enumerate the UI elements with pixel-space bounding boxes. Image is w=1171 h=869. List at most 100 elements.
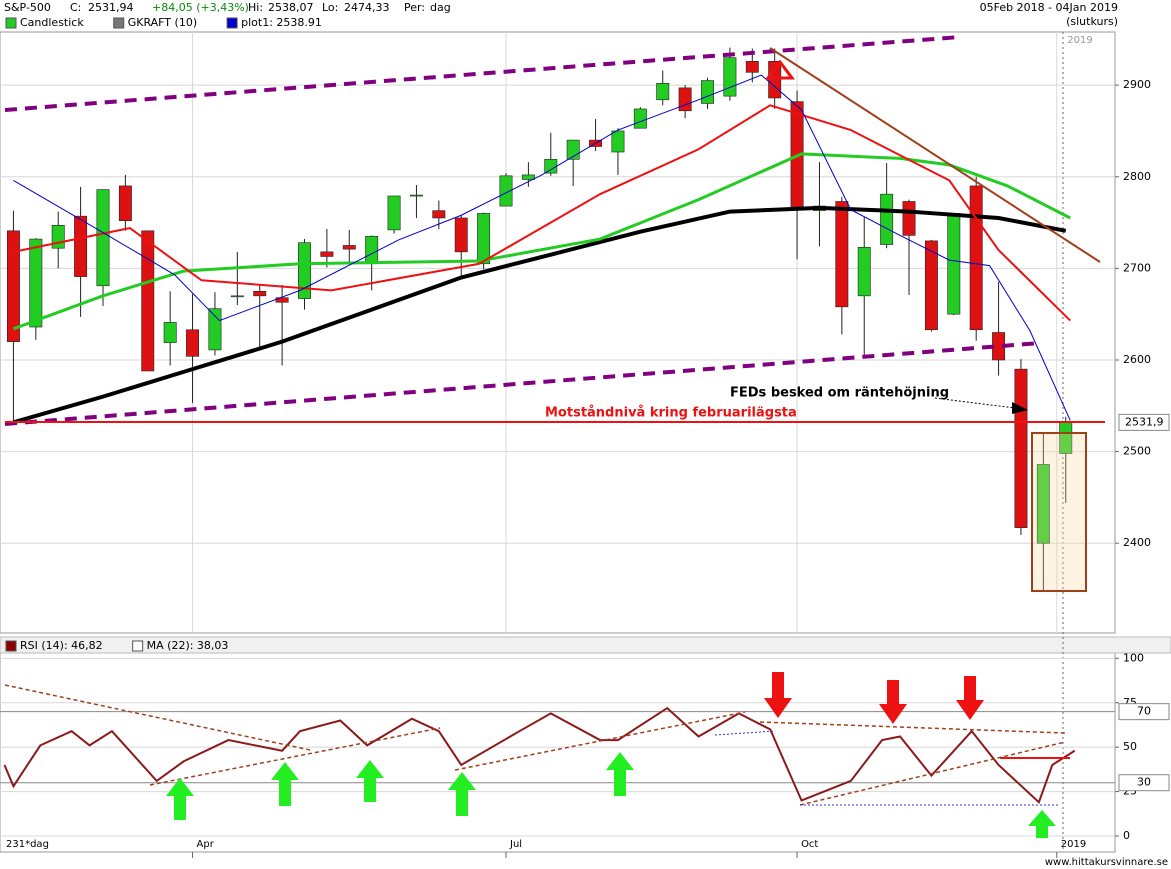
legend-swatch (5, 17, 17, 29)
candle-body (409, 194, 423, 197)
candle-body (633, 108, 647, 129)
candle-body (924, 240, 938, 331)
candle-body (611, 130, 625, 153)
candle-body (74, 215, 88, 277)
candle-body (253, 290, 267, 297)
x-tick-label: Oct (801, 839, 818, 850)
y-tick-label: 2500 (1123, 445, 1151, 458)
marker (765, 59, 795, 80)
arrow (934, 397, 1016, 409)
arrow-head (1012, 402, 1028, 414)
sell-signals (764, 672, 984, 724)
candle-body (186, 329, 200, 357)
year-marker: 2019 (1067, 35, 1092, 46)
candle-body (51, 225, 65, 249)
candle-body (835, 201, 849, 308)
rsi-trend (4, 684, 311, 751)
last-price-label: 2531,9 (1125, 415, 1164, 428)
footer: www.hittakursvinnare.se (1045, 857, 1168, 868)
candle-body (118, 185, 132, 222)
y-tick-label: 0 (1123, 829, 1130, 842)
up-arrow (448, 772, 476, 816)
annotation: FEDs besked om räntehöjning (730, 386, 949, 401)
candle-body (298, 242, 311, 299)
candle-body (701, 80, 714, 104)
rsi-trend (454, 711, 746, 771)
candle-body (230, 295, 244, 298)
y-tick-label: 2600 (1123, 353, 1151, 366)
up-arrow (356, 760, 384, 802)
close: 2531,94 (88, 1, 134, 14)
candle-body (342, 245, 356, 250)
legend-label: GKRAFT (10) (128, 16, 197, 29)
candle-body (745, 61, 759, 73)
y-tick-label: 100 (1123, 651, 1144, 664)
level-box (1118, 774, 1170, 792)
y-tick-label: 2900 (1123, 78, 1151, 91)
indicator-line (12, 205, 1067, 425)
candle-body (96, 189, 110, 287)
up-arrow (166, 778, 194, 820)
up-arrow (606, 752, 634, 796)
y-tick-label: 50 (1123, 740, 1137, 753)
candle-body (656, 83, 670, 101)
x-tick-label: Jul (509, 839, 522, 850)
high-label: Hi: (248, 1, 263, 14)
rsi-line (3, 706, 1076, 805)
legend-swatch (226, 17, 238, 29)
annotations (4, 35, 1105, 838)
x-tick-label: 2019 (1061, 839, 1086, 850)
legend-label: RSI (14): 46,82 (20, 639, 103, 652)
candle-body (208, 308, 222, 351)
rsi-trend (799, 741, 1066, 806)
candle-body (477, 213, 491, 265)
trend-line (4, 341, 1041, 426)
period-label: Per: (404, 1, 425, 14)
candle-body (723, 57, 737, 97)
period: dag (430, 1, 451, 14)
indicator-line (12, 152, 1071, 331)
candle-body (1014, 368, 1028, 528)
price-panel (0, 31, 1116, 634)
down-arrow (956, 676, 984, 720)
legend-label: plot1: 2538.91 (241, 16, 322, 29)
x-note: 231*dag (6, 839, 49, 850)
low: 2474,33 (344, 1, 390, 14)
candle-body (320, 251, 334, 257)
y-tick-label: 2400 (1123, 536, 1151, 549)
close-label: C: (70, 1, 81, 14)
buy-signals (166, 752, 1056, 838)
rsi-header (0, 636, 1171, 654)
price-type: (slutkurs) (1066, 15, 1118, 28)
down-arrow (879, 680, 907, 724)
candle-body (1036, 464, 1050, 544)
candle-body (141, 230, 155, 372)
legend-swatch (113, 17, 125, 29)
candle-body (499, 175, 513, 207)
candle-body (544, 159, 558, 174)
candle-body (880, 193, 894, 245)
legend-label: MA (22): 38,03 (147, 639, 229, 652)
rsi-trend (759, 721, 1066, 734)
y-tick-label: 2800 (1123, 170, 1151, 183)
candle-body (969, 185, 983, 331)
last-price-box (1118, 413, 1170, 431)
change: +84,05 (+3,43%) (152, 1, 249, 14)
candle-body (432, 210, 446, 219)
candle-body (947, 213, 961, 315)
candle-body (365, 236, 379, 265)
legend-swatch (5, 640, 17, 652)
candle-body (29, 238, 43, 328)
level-label: 70 (1137, 705, 1151, 718)
candle-body (163, 322, 177, 343)
candle-body (454, 217, 468, 253)
up-arrow (271, 762, 299, 806)
candle-body (6, 230, 20, 342)
trend-line (769, 47, 1101, 263)
candle-body (275, 297, 289, 303)
x-tick-label: Apr (197, 839, 215, 850)
rsi-trend (149, 727, 441, 786)
level-box (1118, 703, 1170, 721)
candle-body (857, 246, 871, 297)
